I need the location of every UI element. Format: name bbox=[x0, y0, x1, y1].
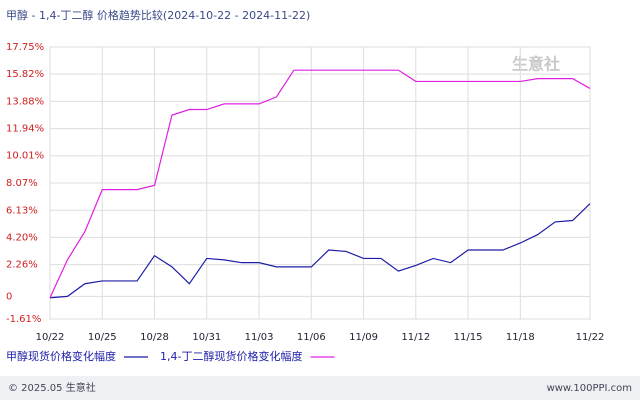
x-tick-label: 11/09 bbox=[349, 332, 378, 343]
y-tick-label: 6.13% bbox=[6, 205, 38, 216]
legend-label: 甲醇现货价格变化幅度 bbox=[6, 349, 116, 363]
x-tick-label: 11/18 bbox=[506, 332, 535, 343]
x-tick-label: 10/31 bbox=[192, 332, 221, 343]
x-tick-label: 11/03 bbox=[245, 332, 274, 343]
footer-left: © 2025.05 生意社 bbox=[8, 381, 96, 394]
x-tick-label: 10/28 bbox=[140, 332, 169, 343]
series-line bbox=[49, 69, 591, 299]
y-tick-label: -1.61% bbox=[6, 314, 41, 325]
y-tick-label: 10.01% bbox=[6, 151, 44, 162]
series-line bbox=[49, 203, 591, 299]
y-tick-label: 0 bbox=[6, 291, 12, 302]
x-tick-label: 10/25 bbox=[88, 332, 117, 343]
y-tick-label: 11.94% bbox=[6, 124, 44, 135]
y-tick-label: 8.07% bbox=[6, 178, 38, 189]
footer-bar bbox=[0, 376, 640, 400]
y-tick-label: 13.88% bbox=[6, 96, 44, 107]
x-tick-label: 11/22 bbox=[576, 332, 605, 343]
chart-title: 甲醇 - 1,4-丁二醇 价格趋势比较(2024-10-22 - 2024-11… bbox=[6, 8, 310, 22]
x-tick-label: 11/06 bbox=[297, 332, 326, 343]
footer-right: www.100PPI.com bbox=[547, 383, 632, 394]
legend-label: 1,4-丁二醇现货价格变化幅度 bbox=[160, 349, 302, 363]
y-tick-label: 2.26% bbox=[6, 260, 38, 271]
y-tick-label: 4.20% bbox=[6, 232, 38, 243]
x-tick-label: 10/22 bbox=[36, 332, 65, 343]
x-tick-label: 11/12 bbox=[401, 332, 430, 343]
x-tick-label: 11/15 bbox=[454, 332, 483, 343]
watermark: 生意社 bbox=[512, 55, 560, 74]
y-tick-label: 15.82% bbox=[6, 69, 44, 80]
y-tick-label: 17.75% bbox=[6, 42, 44, 53]
